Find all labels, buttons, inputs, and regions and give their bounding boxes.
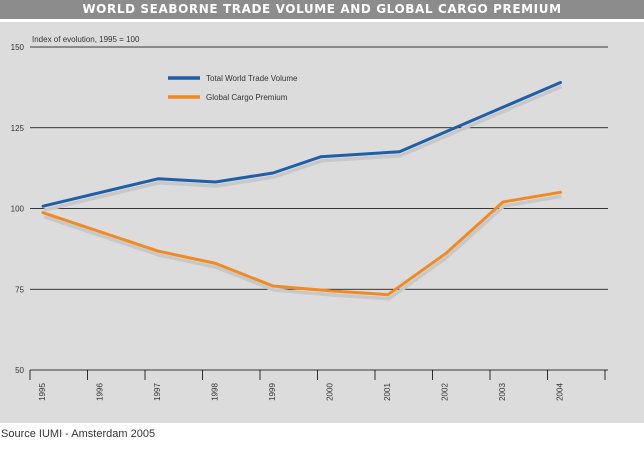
series-line-1 xyxy=(41,81,562,208)
x-axis: 1995 1996 1997 1998 1999 2000 2001 2002 2003 2004 xyxy=(29,370,606,401)
x-tick-label: 1995 xyxy=(38,383,47,401)
x-tick-label: 1996 xyxy=(95,383,104,401)
y-tick-label: 100 xyxy=(11,205,25,214)
y-tick-label: 150 xyxy=(11,43,25,52)
chart-title: WORLD SEABORNE TRADE VOLUME AND GLOBAL C… xyxy=(0,0,644,19)
legend-label: Total World Trade Volume xyxy=(206,74,298,83)
series-line-2 xyxy=(41,190,562,297)
x-tick-label: 1999 xyxy=(268,383,277,401)
legend-label: Global Cargo Premium xyxy=(206,93,288,102)
y-axis-label: Index of evolution, 1995 = 100 xyxy=(32,35,140,44)
line-shadows xyxy=(43,84,563,301)
y-tick-labels: 50 75 100 125 150 xyxy=(11,43,25,375)
legend: Total World Trade Volume Global Cargo Pre… xyxy=(168,74,298,102)
y-tick-label: 75 xyxy=(15,285,24,294)
x-tick-label: 2001 xyxy=(383,383,392,401)
y-tick-label: 125 xyxy=(11,124,25,133)
series-shadow-1 xyxy=(43,84,563,212)
x-tick-label: 1997 xyxy=(153,383,162,401)
y-tick-label: 50 xyxy=(15,366,24,375)
chart-panel: 50 75 100 125 150 1995 1996 1997 1998 1999 2000 20… xyxy=(0,22,644,423)
gridlines xyxy=(30,46,608,371)
x-tick-label: 2003 xyxy=(498,383,507,401)
x-tick-label: 2004 xyxy=(555,383,564,401)
x-tick-label: 2000 xyxy=(325,383,334,401)
line-chart: 50 75 100 125 150 1995 1996 1997 1998 1999 2000 20… xyxy=(11,35,608,401)
source-note: Source IUMI - Amsterdam 2005 xyxy=(1,428,156,440)
x-tick-label: 2002 xyxy=(440,383,449,401)
x-tick-label: 1998 xyxy=(210,383,219,401)
series-shadow-2 xyxy=(43,194,562,301)
series-lines xyxy=(41,81,562,297)
